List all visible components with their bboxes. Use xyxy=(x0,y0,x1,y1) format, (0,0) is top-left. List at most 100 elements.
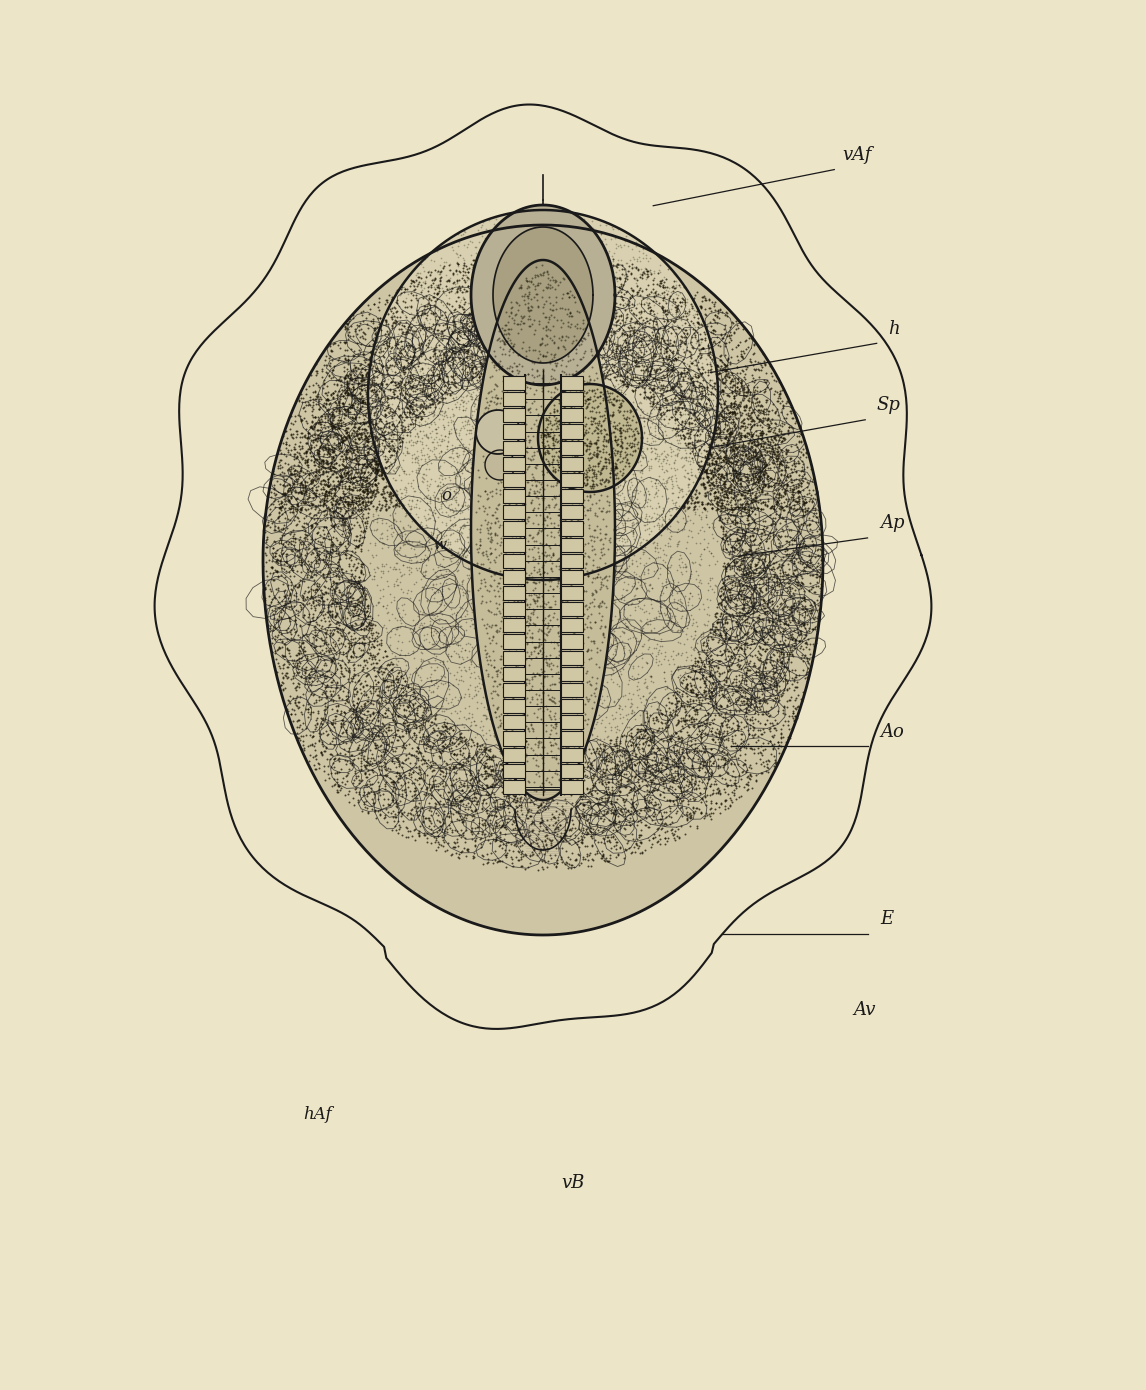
Point xyxy=(716,463,735,485)
Point xyxy=(583,461,602,484)
Point xyxy=(301,660,320,682)
Point xyxy=(458,838,477,860)
Point xyxy=(343,502,361,524)
Point xyxy=(508,393,526,416)
Point xyxy=(403,396,422,418)
Point xyxy=(313,709,331,731)
Point xyxy=(675,385,693,407)
Point xyxy=(411,342,430,364)
Point xyxy=(336,364,354,386)
Point xyxy=(361,703,379,726)
Point xyxy=(548,282,566,304)
Point xyxy=(544,756,563,778)
Point xyxy=(409,356,427,378)
Point xyxy=(581,841,599,863)
Point xyxy=(704,523,722,545)
Point xyxy=(540,274,558,296)
Point xyxy=(549,445,567,467)
Point xyxy=(345,632,363,655)
Point xyxy=(307,363,325,385)
Point xyxy=(541,682,559,705)
Point xyxy=(744,562,762,584)
Point xyxy=(496,607,515,630)
Point xyxy=(683,464,701,486)
Point xyxy=(372,396,391,418)
Point xyxy=(554,463,572,485)
Point xyxy=(380,493,399,516)
Point xyxy=(613,328,631,350)
Point xyxy=(414,726,432,748)
Point xyxy=(509,277,527,299)
Point xyxy=(508,520,526,542)
Point xyxy=(419,335,438,357)
Point xyxy=(508,332,526,354)
Point xyxy=(369,441,387,463)
Point xyxy=(787,574,806,596)
Point xyxy=(626,435,644,457)
Point xyxy=(385,438,403,460)
Point xyxy=(378,398,397,420)
Point xyxy=(578,411,596,434)
Point xyxy=(578,396,596,418)
Point xyxy=(462,507,480,530)
Point xyxy=(674,350,692,373)
Point xyxy=(552,424,571,446)
Point xyxy=(597,455,615,477)
Point xyxy=(620,778,638,801)
Point xyxy=(292,436,311,459)
Point xyxy=(270,449,289,471)
Point xyxy=(670,403,689,425)
Point xyxy=(783,577,801,599)
Point xyxy=(583,473,602,495)
Point xyxy=(716,623,735,645)
Point xyxy=(753,460,771,482)
Point xyxy=(447,423,465,445)
Point xyxy=(573,521,591,543)
Point xyxy=(518,375,536,398)
Point xyxy=(545,443,564,466)
Point xyxy=(625,322,643,345)
Point xyxy=(431,763,449,785)
Point xyxy=(584,749,603,771)
Point xyxy=(463,386,481,409)
Point xyxy=(408,702,426,724)
Point xyxy=(756,641,775,663)
Point xyxy=(435,430,454,452)
Point xyxy=(667,274,685,296)
Point xyxy=(484,550,502,573)
Point xyxy=(510,512,528,534)
Point xyxy=(377,716,395,738)
Point xyxy=(458,267,477,289)
Point xyxy=(540,688,558,710)
Point xyxy=(266,577,284,599)
Point xyxy=(740,659,759,681)
Point xyxy=(682,346,700,368)
Point xyxy=(590,739,609,762)
Point xyxy=(620,541,638,563)
Point xyxy=(288,695,306,717)
Point xyxy=(631,341,650,363)
Point xyxy=(641,296,659,318)
Point xyxy=(733,379,752,402)
Point xyxy=(411,393,430,416)
Point xyxy=(540,316,558,338)
Point xyxy=(686,777,705,799)
Point xyxy=(354,392,372,414)
Point xyxy=(680,425,698,448)
Point xyxy=(587,509,605,531)
Point xyxy=(767,493,785,516)
Point xyxy=(368,430,386,452)
Point xyxy=(421,384,439,406)
Point xyxy=(778,530,796,552)
Point xyxy=(724,783,743,805)
Point xyxy=(804,496,823,518)
Point xyxy=(595,833,613,855)
Point xyxy=(500,657,518,680)
Point xyxy=(462,388,480,410)
Point xyxy=(300,427,319,449)
Point xyxy=(737,385,755,407)
Point xyxy=(501,464,519,486)
Point xyxy=(678,322,697,345)
Point xyxy=(790,416,808,438)
Point xyxy=(398,717,416,739)
